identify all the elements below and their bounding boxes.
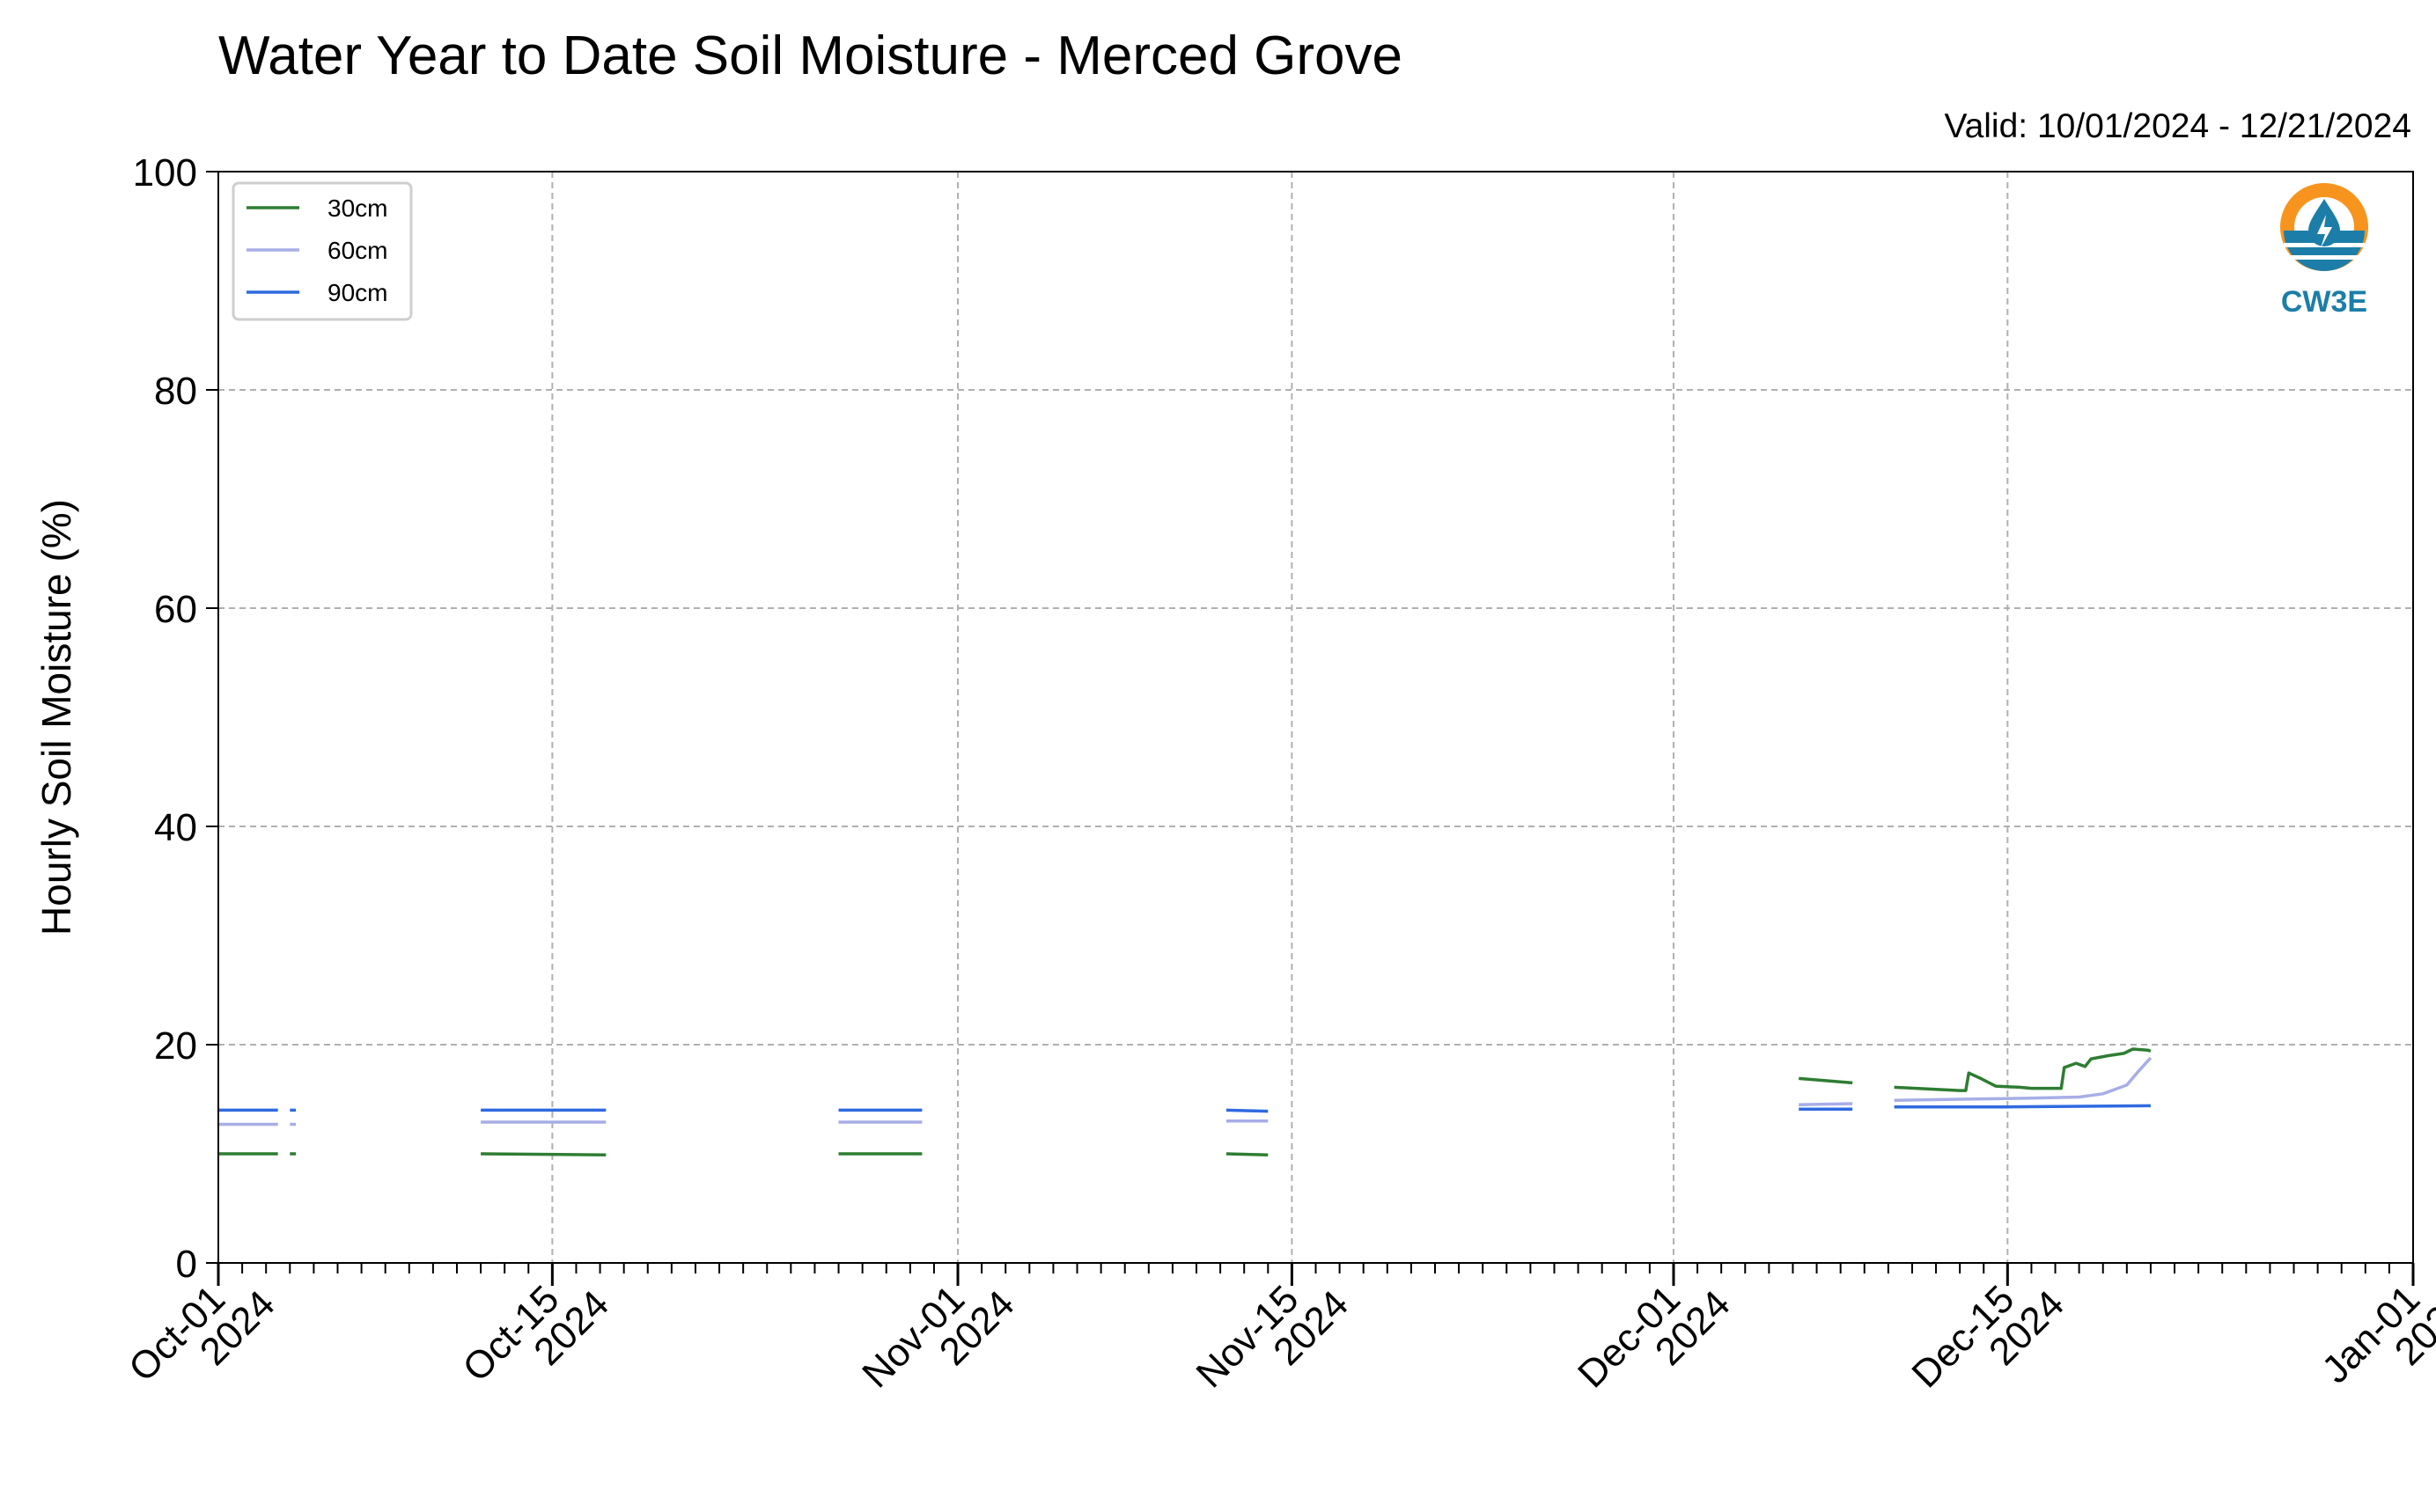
series-line-60cm [1799,1102,1853,1106]
cw3e-logo: CW3E [2280,183,2368,319]
series-line-60cm [1894,1056,2153,1102]
series-line-30cm [1799,1076,1853,1085]
y-tick-label: 100 [133,151,197,195]
series-60cm [218,1056,2153,1127]
legend: 30cm 60cm 90cm [232,181,413,321]
y-tick-label: 40 [154,806,197,849]
valid-date-range: Valid: 10/01/2024 - 12/21/2024 [1944,107,2411,145]
y-tick-label: 0 [176,1243,197,1286]
series-line-90cm [1894,1104,2151,1109]
series-30cm [218,1047,2152,1156]
legend-label-90cm: 90cm [327,279,387,306]
y-tick-label: 80 [154,370,197,413]
water-drop-logo-icon [2280,183,2368,271]
logo-text: CW3E [2281,285,2367,319]
chart-title: Water Year to Date Soil Moisture - Merce… [218,26,1403,86]
y-tick-label: 20 [154,1024,197,1068]
plot-frame [217,171,2414,1264]
series-line-30cm [1894,1047,2152,1092]
series-lines [218,1047,2153,1156]
y-axis-label: Hourly Soil Moisture (%) [33,499,79,936]
legend-label-30cm: 30cm [327,195,387,222]
series-line-30cm [481,1152,607,1156]
series-line-90cm [1225,1108,1269,1113]
legend-label-60cm: 60cm [327,237,387,264]
legend-box [232,181,413,321]
y-tick-label: 60 [154,588,197,631]
series-line-30cm [1225,1152,1269,1156]
grid-lines [217,171,2414,1264]
series-90cm [218,1104,2151,1113]
